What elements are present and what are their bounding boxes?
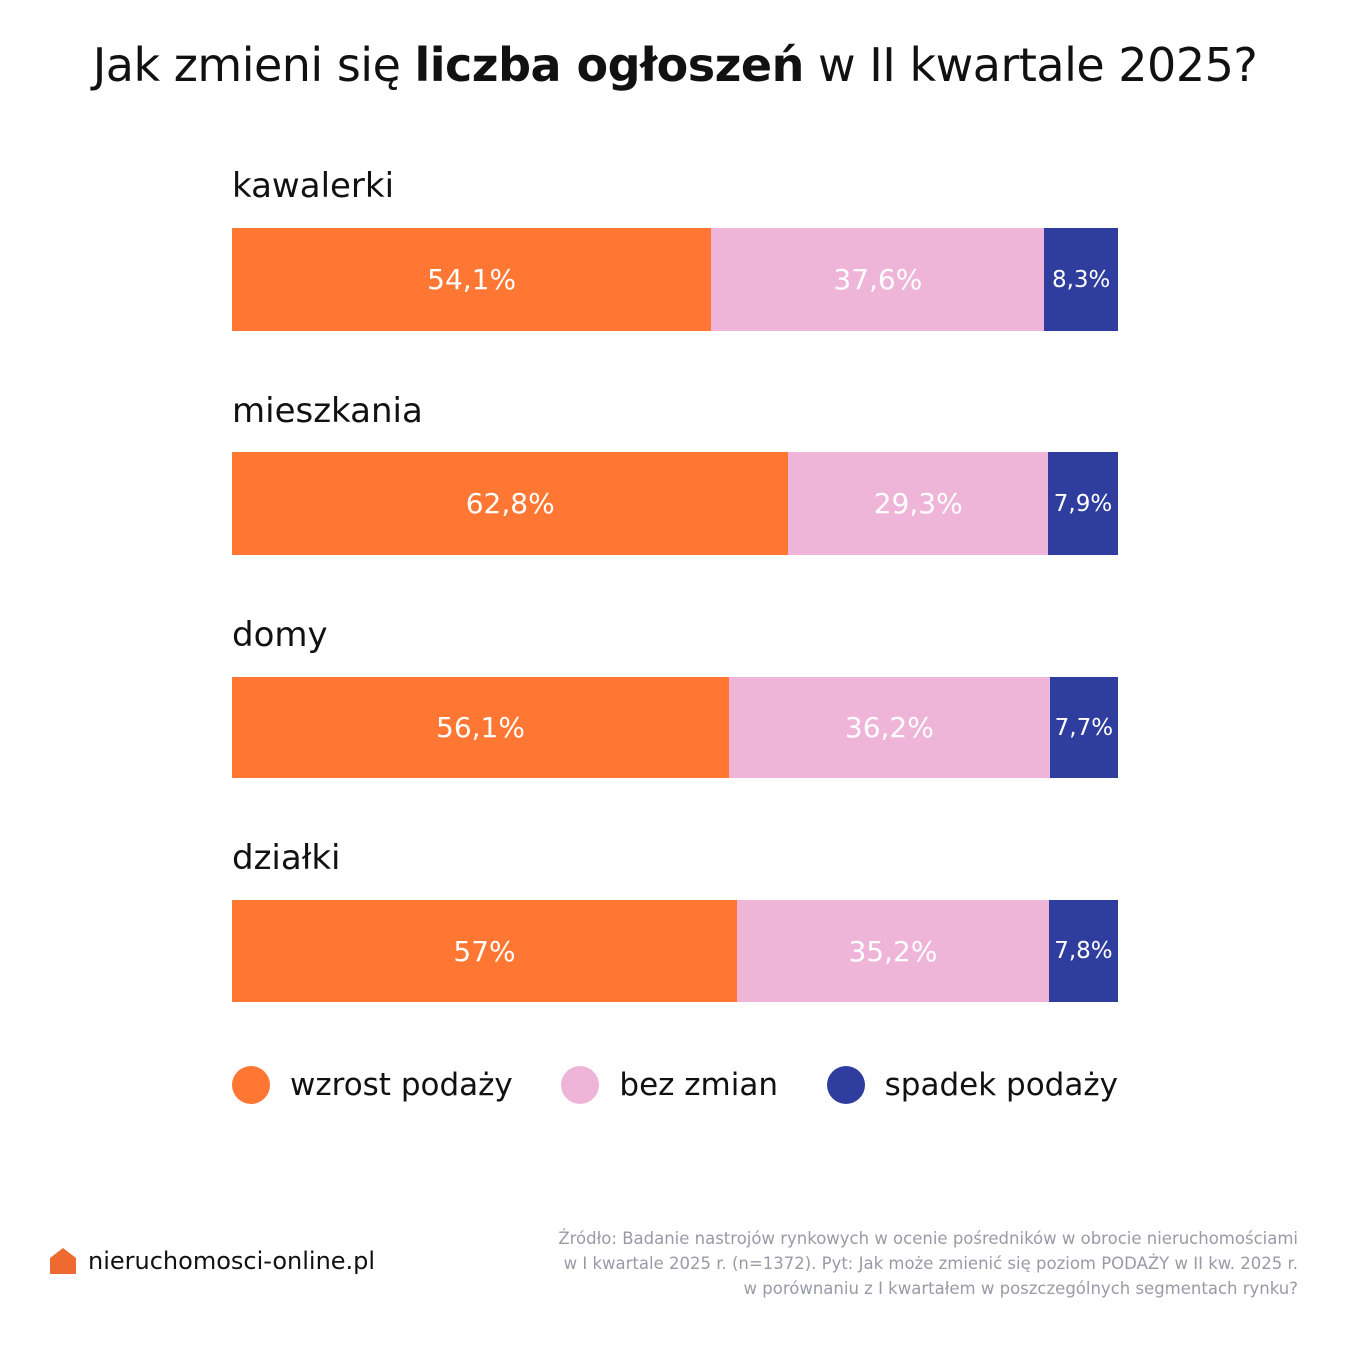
- logo: nieruchomosci-online.pl: [50, 1247, 375, 1275]
- legend-item: wzrost podaży: [232, 1066, 513, 1104]
- category-label: działki: [232, 838, 341, 878]
- title-pre: Jak zmieni się: [92, 38, 415, 92]
- legend-item: bez zmian: [561, 1066, 778, 1104]
- data-label: 57%: [453, 934, 516, 968]
- source-line: w porównaniu z I kwartałem w poszczególn…: [743, 1279, 1298, 1298]
- bar-row: 62,8% 29,3% 7,9%: [232, 452, 1118, 555]
- legend-dot-icon: [826, 1066, 865, 1104]
- bar-segment: 8,3%: [1044, 228, 1118, 331]
- legend-dot-icon: [232, 1066, 270, 1104]
- bar-segment: 7,9%: [1048, 452, 1118, 555]
- chart-title: Jak zmieni się liczba ogłoszeń w II kwar…: [0, 38, 1350, 92]
- data-label: 7,7%: [1054, 714, 1114, 741]
- bar-segment: 7,7%: [1049, 677, 1118, 778]
- legend: wzrost podaży bez zmian spadek podaży: [232, 1066, 1118, 1104]
- title-post: w II kwartale 2025?: [803, 38, 1258, 92]
- data-label: 7,9%: [1053, 490, 1113, 517]
- bar-row: 56,1% 36,2% 7,7%: [232, 677, 1118, 778]
- legend-item: spadek podaży: [826, 1066, 1118, 1104]
- category-label: kawalerki: [232, 166, 395, 206]
- legend-dot-icon: [561, 1066, 600, 1104]
- data-label: 37,6%: [833, 263, 923, 296]
- title-bold: liczba ogłoszeń: [414, 38, 805, 92]
- bar-segment: 36,2%: [729, 677, 1050, 778]
- data-label: 54,1%: [427, 263, 517, 296]
- data-label: 62,8%: [465, 487, 555, 520]
- data-label: 8,3%: [1051, 266, 1111, 293]
- data-label: 7,8%: [1054, 938, 1113, 964]
- category-label: domy: [232, 615, 328, 655]
- data-label: 35,2%: [848, 934, 938, 968]
- source-note: Źródło: Badanie nastrojów rynkowych w oc…: [558, 1226, 1298, 1301]
- legend-label: bez zmian: [619, 1067, 779, 1103]
- data-label: 29,3%: [873, 487, 963, 520]
- bar-segment: 57%: [232, 900, 738, 1002]
- bar-segment: 56,1%: [232, 677, 730, 778]
- bar-segment: 62,8%: [232, 452, 789, 555]
- source-line: Źródło: Badanie nastrojów rynkowych w oc…: [558, 1229, 1298, 1248]
- data-label: 36,2%: [844, 711, 934, 744]
- legend-label: spadek podaży: [884, 1067, 1118, 1103]
- bar-segment: 7,8%: [1048, 900, 1118, 1002]
- bar-segment: 29,3%: [788, 452, 1048, 555]
- category-label: mieszkania: [232, 391, 423, 431]
- bar-row: 57% 35,2% 7,8%: [232, 900, 1118, 1002]
- legend-label: wzrost podaży: [290, 1067, 513, 1103]
- source-line: w I kwartale 2025 r. (n=1372). Pyt: Jak …: [563, 1254, 1298, 1273]
- logo-text: nieruchomosci-online.pl: [88, 1247, 376, 1275]
- bar-segment: 37,6%: [711, 228, 1045, 331]
- bar-row: 54,1% 37,6% 8,3%: [232, 228, 1118, 331]
- data-label: 56,1%: [436, 711, 525, 744]
- bar-segment: 35,2%: [737, 900, 1049, 1002]
- bar-segment: 54,1%: [232, 228, 712, 331]
- house-icon: [50, 1248, 76, 1274]
